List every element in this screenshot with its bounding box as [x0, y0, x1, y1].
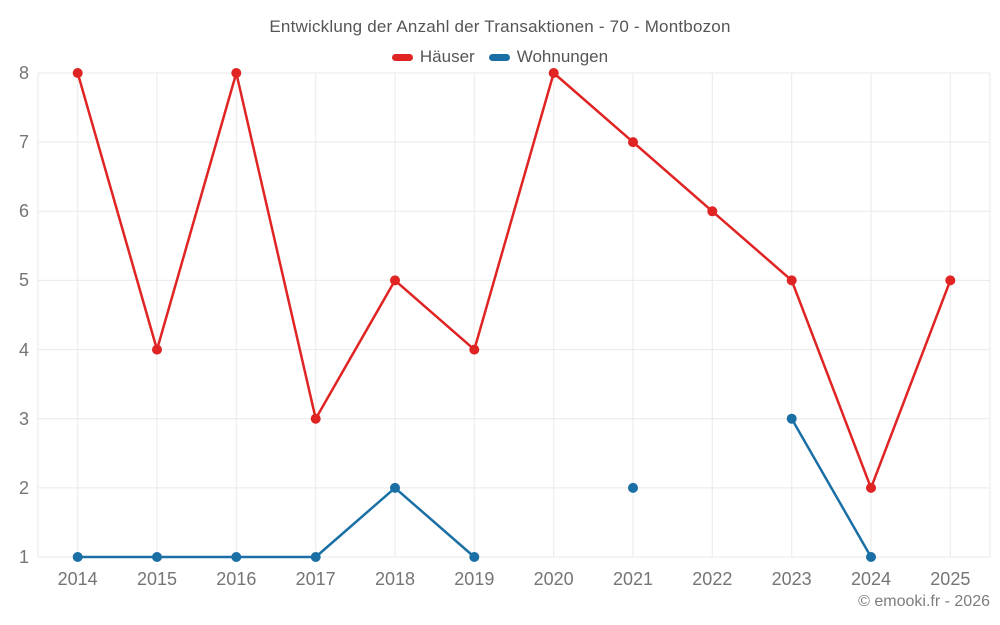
- x-tick-label: 2017: [295, 569, 336, 589]
- data-point-0-2021[interactable]: [628, 137, 638, 148]
- data-point-0-2015[interactable]: [152, 344, 162, 355]
- data-point-1-2015[interactable]: [152, 552, 162, 562]
- data-point-1-2023[interactable]: [786, 413, 797, 424]
- y-tick-label: 6: [18, 201, 29, 222]
- legend-label: Wohnungen: [516, 47, 609, 66]
- data-point-1-2018[interactable]: [390, 482, 400, 493]
- y-tick-label: 4: [18, 339, 29, 360]
- x-tick-label: 2022: [692, 569, 733, 589]
- y-tick-label: 7: [18, 132, 29, 153]
- y-tick-label: 2: [18, 477, 29, 498]
- data-point-1-2021[interactable]: [628, 482, 638, 493]
- x-tick-label: 2020: [533, 569, 574, 589]
- data-point-1-2019[interactable]: [469, 552, 480, 562]
- data-point-0-2020[interactable]: [548, 68, 559, 78]
- y-tick-label: 8: [18, 63, 29, 83]
- x-tick-label: 2019: [454, 569, 495, 589]
- x-tick-label: 2025: [930, 569, 971, 589]
- x-tick-label: 2015: [136, 569, 178, 589]
- series-line-0: [76, 71, 952, 490]
- data-point-0-2023[interactable]: [786, 275, 797, 286]
- chart-title: Entwicklung der Anzahl der Transaktionen…: [269, 17, 731, 36]
- data-point-1-2024[interactable]: [866, 552, 876, 562]
- legend-item-1[interactable]: Wohnungen: [488, 47, 609, 67]
- x-tick-label: 2018: [374, 569, 416, 589]
- x-tick-label: 2016: [216, 569, 257, 589]
- y-tick-label: 5: [18, 270, 29, 291]
- x-tick-label: 2014: [57, 569, 98, 589]
- legend-swatch-icon: [391, 53, 413, 61]
- legend-label: Häuser: [419, 47, 475, 66]
- legend-item-0[interactable]: Häuser: [391, 47, 475, 67]
- y-tick-label: 3: [18, 408, 29, 429]
- legend-swatch-icon: [488, 53, 510, 61]
- data-point-1-2014[interactable]: [72, 552, 83, 562]
- data-point-0-2024[interactable]: [866, 482, 876, 493]
- series-line-1: [76, 417, 873, 559]
- copyright-text: © emooki.fr - 2026: [858, 593, 990, 610]
- data-point-1-2017[interactable]: [310, 552, 321, 562]
- data-point-0-2019[interactable]: [469, 344, 480, 355]
- data-point-0-2014[interactable]: [72, 68, 83, 78]
- data-point-0-2022[interactable]: [707, 206, 718, 217]
- legend: Häuser Wohnungen: [0, 47, 1000, 67]
- data-point-0-2018[interactable]: [390, 275, 400, 286]
- x-tick-label: 2021: [612, 569, 654, 589]
- data-point-0-2025[interactable]: [945, 275, 956, 286]
- x-tick-label: 2024: [850, 569, 892, 589]
- x-tick-label: 2023: [771, 569, 812, 589]
- data-point-1-2016[interactable]: [231, 552, 242, 562]
- data-point-0-2017[interactable]: [310, 413, 321, 424]
- y-tick-label: 1: [18, 547, 29, 567]
- data-point-0-2016[interactable]: [231, 68, 242, 78]
